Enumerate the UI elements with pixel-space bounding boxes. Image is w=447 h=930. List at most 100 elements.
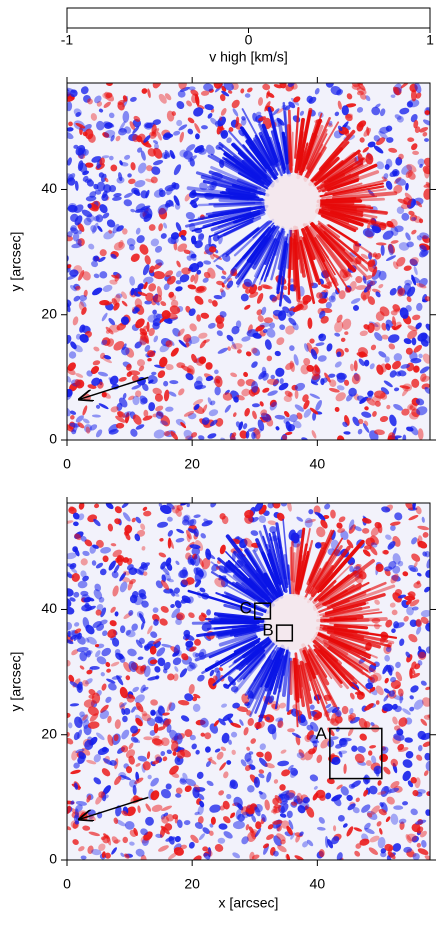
granule (420, 373, 427, 382)
granule (96, 120, 105, 131)
penumbra-filament (245, 638, 273, 662)
granule (96, 623, 105, 631)
granule (73, 521, 79, 527)
granule (392, 843, 402, 852)
granule (247, 830, 257, 843)
granule (100, 339, 108, 346)
granule (355, 285, 367, 290)
granule (79, 324, 86, 333)
granule (398, 717, 408, 727)
granule (257, 116, 266, 122)
granule (156, 131, 162, 141)
y-tick-label: 0 (49, 851, 57, 867)
penumbra-filament (321, 188, 387, 199)
penumbra-filament (324, 179, 387, 196)
granule (357, 745, 366, 753)
granule (74, 180, 79, 191)
granule (67, 639, 74, 645)
granule (380, 785, 389, 797)
granule (158, 93, 167, 104)
granule (328, 388, 340, 393)
granule (96, 101, 103, 107)
granule (155, 833, 163, 839)
tick-label: -1 (61, 32, 74, 48)
penumbra-filament (218, 198, 262, 203)
granule (338, 516, 346, 523)
granule (337, 125, 343, 131)
penumbra-filament (262, 535, 284, 596)
granule (101, 356, 113, 364)
granule (421, 333, 430, 344)
granule (293, 96, 301, 103)
granule (86, 214, 95, 223)
granule (135, 318, 145, 329)
granule (419, 163, 423, 168)
penumbra-filament (296, 659, 304, 688)
penumbra-filament (306, 143, 324, 175)
granule (362, 275, 367, 284)
granule (87, 203, 92, 209)
granule (251, 381, 259, 393)
granule (400, 202, 412, 209)
granule (175, 649, 182, 657)
granule (253, 776, 260, 788)
granule (196, 771, 204, 779)
granule (311, 740, 320, 744)
granule (91, 849, 102, 856)
penumbra-filament (223, 234, 266, 284)
granule (336, 351, 342, 358)
granule (397, 560, 404, 567)
granule (383, 549, 389, 555)
granule (245, 351, 252, 357)
granule (250, 347, 258, 354)
granule (382, 664, 389, 675)
granule (72, 512, 80, 520)
granule (151, 371, 157, 376)
granule (363, 789, 369, 797)
granule (302, 797, 310, 804)
granule (210, 503, 217, 508)
granule (114, 273, 120, 282)
granule (131, 187, 140, 195)
granule (191, 547, 201, 556)
granule (142, 325, 148, 332)
granule (91, 692, 101, 704)
granule (153, 271, 165, 280)
penumbra-filament (204, 639, 260, 672)
granule (326, 343, 333, 352)
granule (95, 429, 103, 438)
granule (387, 541, 396, 550)
granule (362, 146, 370, 153)
granule (220, 746, 227, 752)
granule (110, 134, 115, 142)
granule (156, 647, 166, 657)
granule (96, 181, 106, 192)
granule (83, 597, 92, 603)
penumbra-filament (297, 528, 311, 591)
granule (70, 213, 79, 222)
granule (186, 144, 196, 152)
penumbra-filament (307, 653, 336, 708)
granule (369, 745, 377, 749)
penumbra-filament (324, 651, 372, 694)
granule (70, 415, 75, 420)
penumbra-filament (263, 524, 283, 585)
granule (129, 841, 135, 846)
granule (395, 671, 403, 682)
granule (144, 300, 152, 305)
granule (398, 688, 404, 697)
granule (82, 719, 90, 729)
granule (424, 296, 430, 302)
granule (362, 549, 371, 557)
granule (378, 270, 387, 281)
granule (109, 760, 117, 766)
granule (110, 606, 116, 613)
penumbra-filament (294, 662, 301, 723)
granule (292, 420, 302, 429)
granule (262, 843, 269, 849)
penumbra-filament (282, 136, 291, 177)
penumbra-filament (254, 647, 281, 700)
granule (407, 330, 418, 340)
granule (232, 820, 245, 830)
penumbra-filament (291, 242, 298, 292)
